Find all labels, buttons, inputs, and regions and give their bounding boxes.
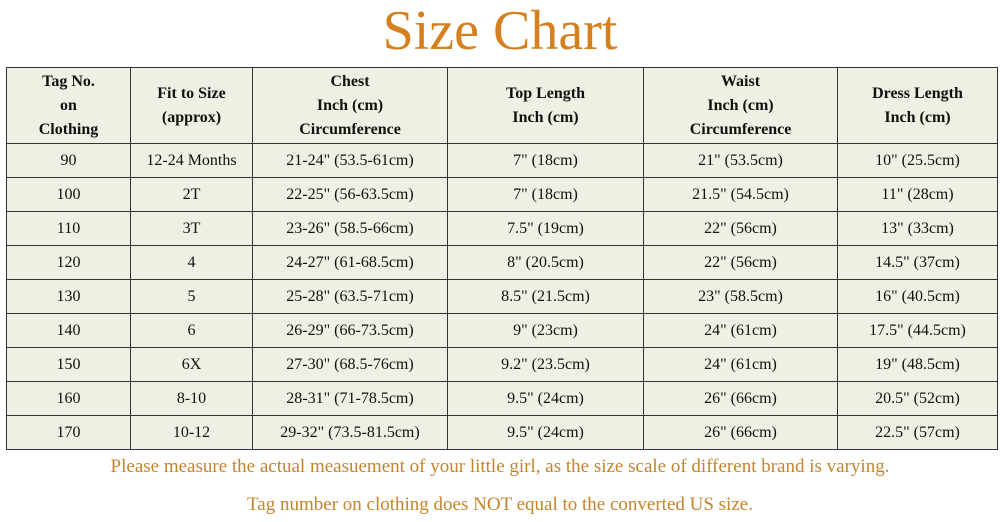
table-cell: 20.5" (52cm)	[837, 381, 998, 416]
table-cell: 16" (40.5cm)	[837, 279, 998, 314]
table-row: 120 4 24-27" (61-68.5cm) 8" (20.5cm) 22" (56…	[6, 245, 998, 280]
header-line: (approx)	[161, 108, 222, 126]
table-cell: 9.5" (24cm)	[447, 381, 644, 416]
column-header: Dress Length Inch (cm)	[837, 67, 998, 144]
table-cell: 25-28" (63.5-71cm)	[252, 279, 448, 314]
table-cell: 22-25" (56-63.5cm)	[252, 177, 448, 212]
table-cell: 26" (66cm)	[643, 381, 838, 416]
table-cell: 140	[6, 313, 131, 348]
header-line: Waist	[720, 72, 761, 90]
table-cell: 21" (53.5cm)	[643, 143, 838, 178]
column-header: Fit to Size (approx)	[130, 67, 253, 144]
table-cell: 100	[6, 177, 131, 212]
measure-note: Please measure the actual measuement of …	[110, 456, 890, 477]
table-row: 150 6X 27-30" (68.5-76cm) 9.2" (23.5cm) 24" …	[6, 347, 998, 382]
column-header: Chest Inch (cm) Circumference	[252, 67, 448, 144]
table-cell: 6X	[130, 347, 253, 382]
table-cell: 26" (66cm)	[643, 415, 838, 450]
header-line: on	[60, 96, 77, 114]
header-line: Dress Length	[872, 84, 963, 102]
table-cell: 17.5" (44.5cm)	[837, 313, 998, 348]
table-row: 140 6 26-29" (66-73.5cm) 9" (23cm) 24" (61cm…	[6, 313, 998, 348]
table-cell: 22" (56cm)	[643, 245, 838, 280]
column-header: Waist Inch (cm) Circumference	[643, 67, 838, 144]
table-cell: 8-10	[130, 381, 253, 416]
table-cell: 22.5" (57cm)	[837, 415, 998, 450]
table-cell: 8.5" (21.5cm)	[447, 279, 644, 314]
table-row: 110 3T 23-26" (58.5-66cm) 7.5" (19cm) 22" (5…	[6, 211, 998, 246]
table-cell: 12-24 Months	[130, 143, 253, 178]
header-line: Inch (cm)	[884, 108, 951, 126]
table-row: 160 8-10 28-31" (71-78.5cm) 9.5" (24cm) 26" …	[6, 381, 998, 416]
header-line: Top Length	[506, 84, 585, 102]
table-cell: 160	[6, 381, 131, 416]
table-cell: 24" (61cm)	[643, 313, 838, 348]
table-cell: 6	[130, 313, 253, 348]
header-line: Chest	[330, 72, 370, 90]
table-cell: 21-24" (53.5-61cm)	[252, 143, 448, 178]
table-cell: 24-27" (61-68.5cm)	[252, 245, 448, 280]
table-cell: 7.5" (19cm)	[447, 211, 644, 246]
table-cell: 22" (56cm)	[643, 211, 838, 246]
table-row: 170 10-12 29-32" (73.5-81.5cm) 9.5" (24cm) 2…	[6, 415, 998, 450]
table-cell: 9.5" (24cm)	[447, 415, 644, 450]
table-cell: 10-12	[130, 415, 253, 450]
table-cell: 19" (48.5cm)	[837, 347, 998, 382]
header-line: Circumference	[689, 120, 792, 138]
header-row: Tag No. on Clothing Fit to Size (approx) Ches…	[6, 67, 998, 144]
table-cell: 23" (58.5cm)	[643, 279, 838, 314]
table-row: 100 2T 22-25" (56-63.5cm) 7" (18cm) 21.5" (5…	[6, 177, 998, 212]
table-cell: 7" (18cm)	[447, 177, 644, 212]
table-cell: 23-26" (58.5-66cm)	[252, 211, 448, 246]
header-line: Fit to Size	[157, 84, 226, 102]
table-cell: 14.5" (37cm)	[837, 245, 998, 280]
header-line: Tag No.	[42, 72, 95, 90]
header-line: Circumference	[299, 120, 401, 138]
table-cell: 130	[6, 279, 131, 314]
column-header: Top Length Inch (cm)	[447, 67, 644, 144]
table-cell: 29-32" (73.5-81.5cm)	[252, 415, 448, 450]
column-header: Tag No. on Clothing	[6, 67, 131, 144]
table-cell: 5	[130, 279, 253, 314]
table-cell: 10" (25.5cm)	[837, 143, 998, 178]
table-cell: 3T	[130, 211, 253, 246]
table-cell: 7" (18cm)	[447, 143, 644, 178]
table-cell: 2T	[130, 177, 253, 212]
table-row: 130 5 25-28" (63.5-71cm) 8.5" (21.5cm) 23" (…	[6, 279, 998, 314]
header-line: Inch (cm)	[316, 96, 384, 114]
table-cell: 170	[6, 415, 131, 450]
table-cell: 28-31" (71-78.5cm)	[252, 381, 448, 416]
table-cell: 27-30" (68.5-76cm)	[252, 347, 448, 382]
header-line: Inch (cm)	[512, 108, 579, 126]
table-cell: 13" (33cm)	[837, 211, 998, 246]
table-cell: 150	[6, 347, 131, 382]
table-cell: 110	[6, 211, 131, 246]
header-line: Clothing	[38, 120, 99, 138]
table-cell: 26-29" (66-73.5cm)	[252, 313, 448, 348]
tag-note: Tag number on clothing does NOT equal to…	[247, 494, 753, 515]
table-row: 90 12-24 Months 21-24" (53.5-61cm) 7" (18cm…	[6, 143, 998, 178]
table-cell: 11" (28cm)	[837, 177, 998, 212]
table-cell: 4	[130, 245, 253, 280]
table-cell: 120	[6, 245, 131, 280]
header-line: Inch (cm)	[707, 96, 774, 114]
table-cell: 9.2" (23.5cm)	[447, 347, 644, 382]
size-chart-table: Tag No. on Clothing Fit to Size (approx) Ches…	[6, 67, 998, 450]
table-cell: 9" (23cm)	[447, 313, 644, 348]
table-cell: 21.5" (54.5cm)	[643, 177, 838, 212]
table-cell: 24" (61cm)	[643, 347, 838, 382]
table-cell: 90	[6, 143, 131, 178]
page-title: Size Chart	[382, 0, 618, 62]
table-cell: 8" (20.5cm)	[447, 245, 644, 280]
